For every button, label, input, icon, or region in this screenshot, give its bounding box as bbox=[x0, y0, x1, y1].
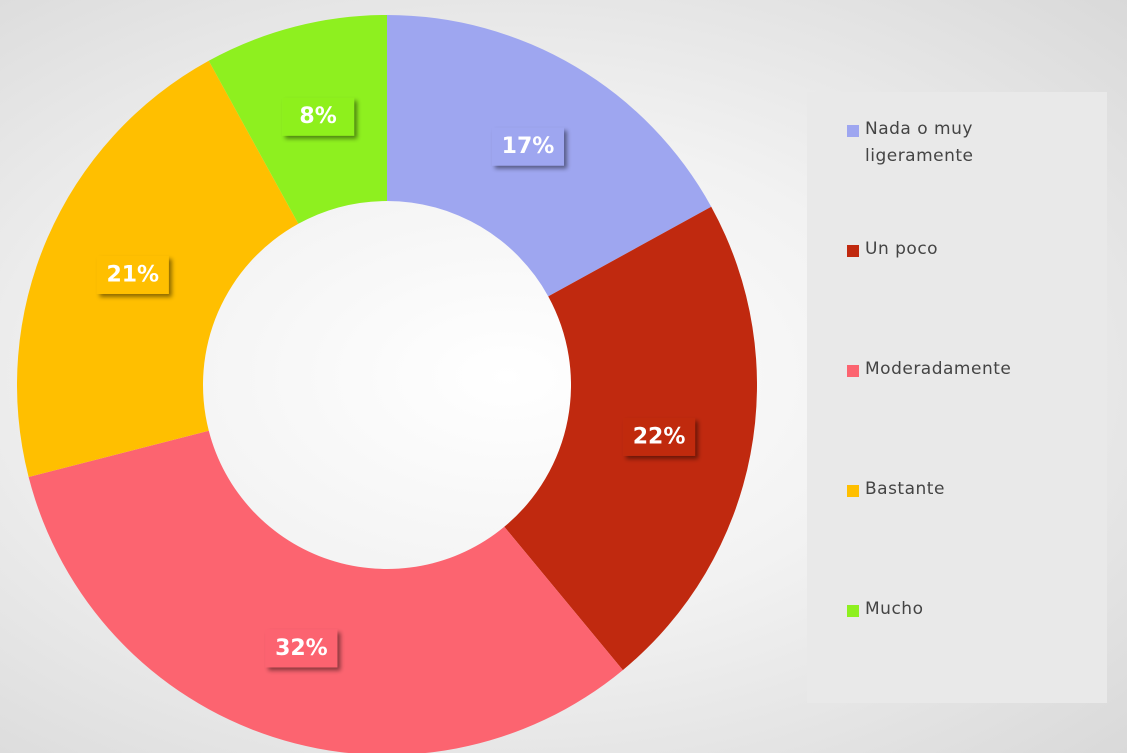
donut-segment bbox=[28, 430, 623, 753]
legend-label: Mucho bbox=[865, 599, 924, 619]
legend: Nada o muy ligeramente Un poco Moderadamen… bbox=[807, 92, 1107, 703]
legend-item: Bastante bbox=[847, 479, 1107, 600]
data-label-text: 32% bbox=[275, 636, 328, 661]
data-label: 21% bbox=[96, 255, 169, 294]
data-label: 8% bbox=[282, 97, 355, 136]
data-label-box bbox=[96, 255, 169, 294]
legend-label: Moderadamente bbox=[865, 359, 1012, 379]
legend-swatch bbox=[847, 485, 859, 497]
legend-item: Moderadamente bbox=[847, 359, 1107, 480]
legend-swatch bbox=[847, 605, 859, 617]
data-label-box bbox=[623, 417, 696, 456]
legend-item: Nada o muy ligeramente bbox=[847, 119, 1107, 240]
legend-swatch bbox=[847, 245, 859, 257]
data-label-box bbox=[265, 629, 338, 668]
legend-label: Nada o muy ligeramente bbox=[865, 119, 974, 166]
data-label-box bbox=[492, 127, 565, 166]
legend-item: Mucho bbox=[847, 599, 1107, 720]
data-label: 17% bbox=[492, 127, 565, 166]
data-label-text: 21% bbox=[106, 262, 159, 287]
legend-label: Un poco bbox=[865, 239, 939, 259]
data-label-box bbox=[282, 97, 355, 136]
legend-swatch bbox=[847, 125, 859, 137]
legend-item: Un poco bbox=[847, 239, 1107, 360]
legend-label: Bastante bbox=[865, 479, 945, 499]
data-label-text: 22% bbox=[633, 424, 686, 449]
legend-swatch bbox=[847, 365, 859, 377]
data-label-text: 8% bbox=[299, 104, 336, 129]
data-label-text: 17% bbox=[502, 134, 555, 159]
data-label: 32% bbox=[265, 629, 338, 668]
chart: 17% 22% 32% 21% 8% bbox=[16, 15, 758, 753]
data-label: 22% bbox=[623, 417, 696, 456]
